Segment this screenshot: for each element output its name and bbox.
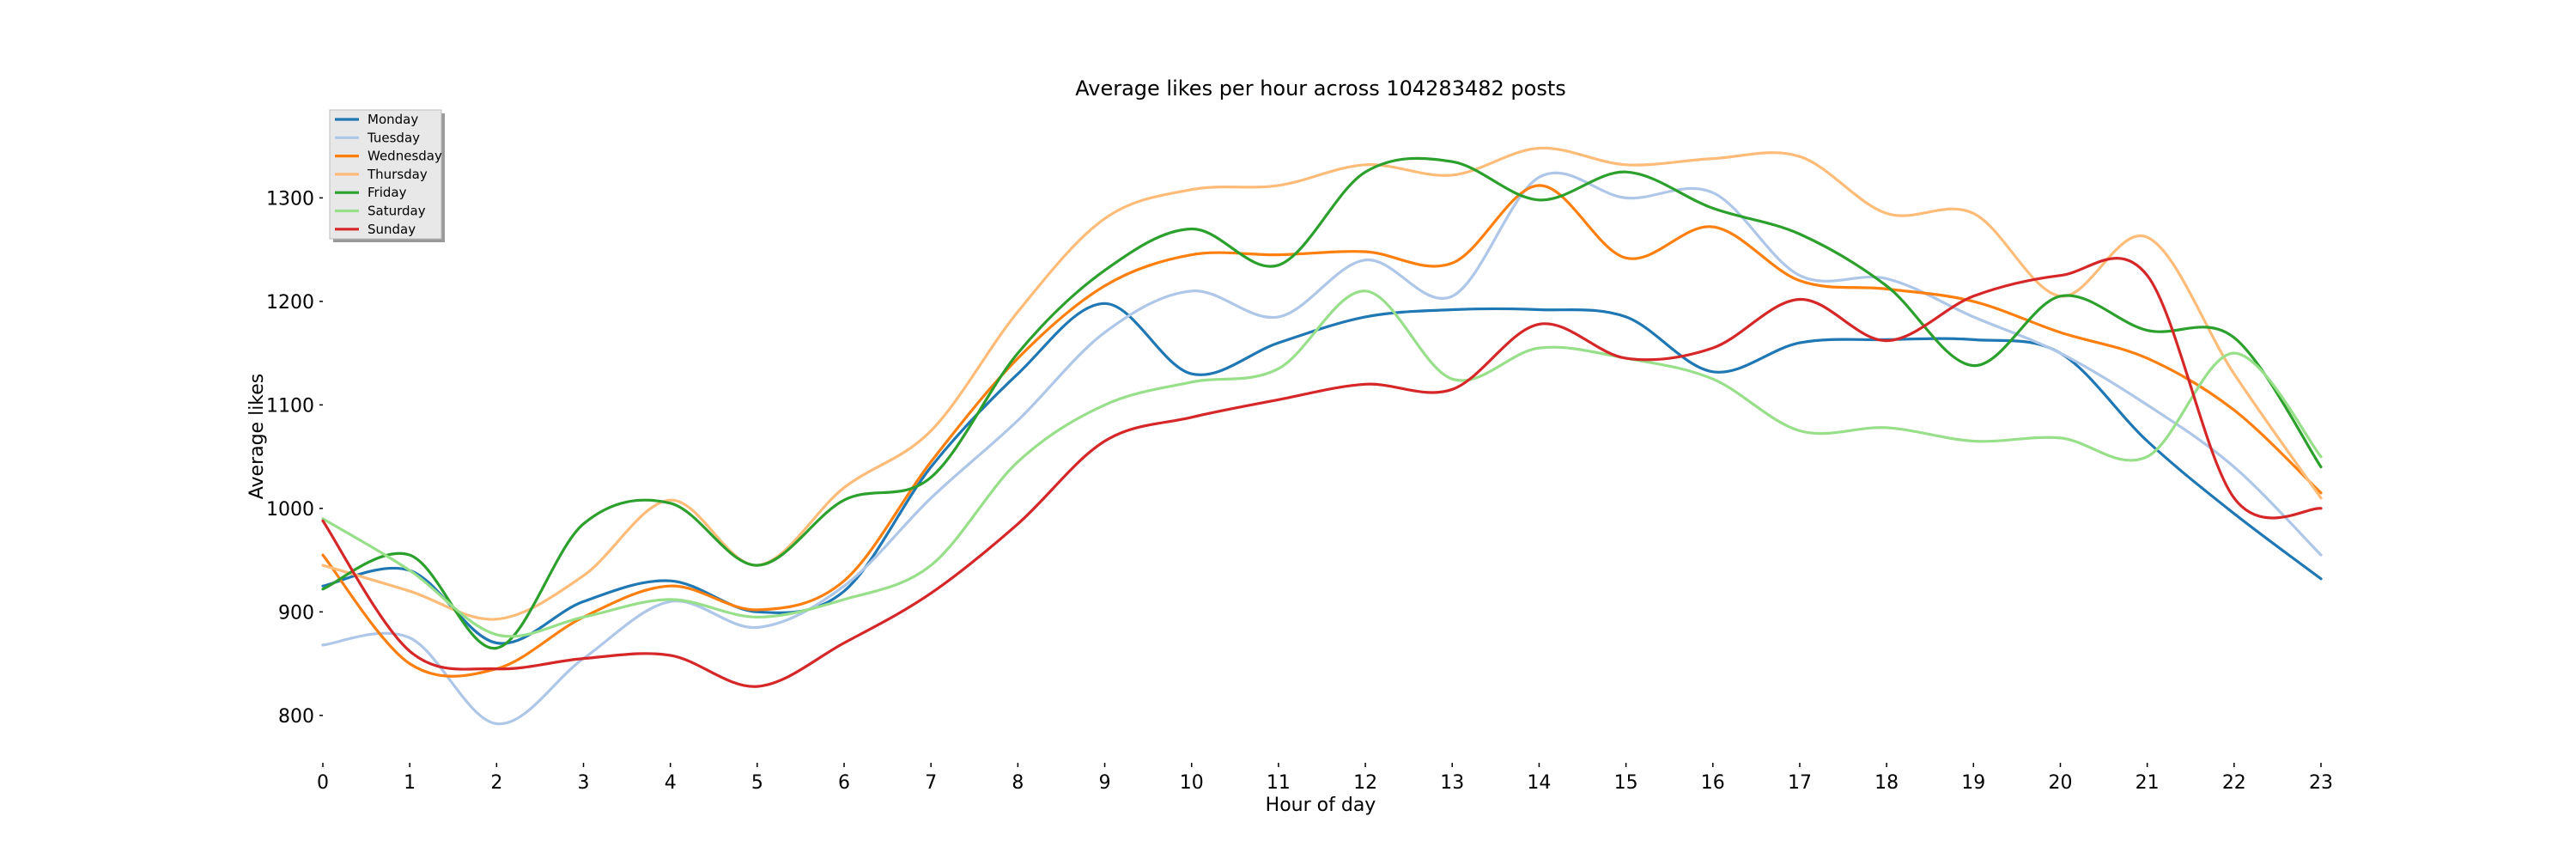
x-tick-label: 7 [925, 772, 937, 794]
y-tick-label: 1300 [266, 188, 314, 210]
legend-label-wednesday: Wednesday [368, 149, 442, 164]
x-tick-label: 12 [1353, 772, 1377, 794]
x-tick-label: 19 [1961, 772, 1985, 794]
series-line-friday [321, 156, 2323, 650]
x-tick-label: 9 [1099, 772, 1111, 794]
x-tick-label: 20 [2048, 772, 2072, 794]
legend-label-saturday: Saturday [368, 204, 426, 219]
x-axis: 0 1 2 3 4 5 6 7 8 9 10 11 12 13 14 15 16 17 18 19 20 21 22 23 [317, 763, 2333, 794]
x-tick-label: 8 [1012, 772, 1024, 794]
legend-items: Monday Tuesday Wednesday Thursday Friday Satu… [335, 112, 442, 237]
x-tick-label: 22 [2222, 772, 2246, 794]
series-line-sunday [321, 257, 2323, 688]
series-line-tuesday [321, 171, 2323, 726]
y-tick-label: 1200 [266, 292, 314, 314]
x-tick-label: 11 [1267, 772, 1291, 794]
legend-label-sunday: Sunday [368, 222, 416, 237]
series-layer [321, 146, 2323, 726]
x-tick-label: 18 [1874, 772, 1899, 794]
legend: Monday Tuesday Wednesday Thursday Friday Satu… [329, 109, 445, 242]
y-axis-label: Average likes [246, 374, 268, 500]
legend-label-thursday: Thursday [367, 167, 428, 182]
x-tick-label: 2 [490, 772, 502, 794]
x-tick-label: 5 [751, 772, 763, 794]
x-tick-label: 14 [1527, 772, 1551, 794]
x-tick-label: 15 [1614, 772, 1638, 794]
legend-label-tuesday: Tuesday [367, 130, 420, 145]
x-axis-label: Hour of day [1266, 795, 1376, 816]
legend-label-friday: Friday [368, 185, 407, 200]
y-tick-label: 1000 [266, 499, 314, 521]
x-tick-label: 1 [404, 772, 416, 794]
y-axis: 800 900 1000 1100 1200 1300 [266, 188, 323, 728]
x-tick-label: 16 [1701, 772, 1725, 794]
chart-title: Average likes per hour across 104283482 … [1075, 76, 1566, 101]
y-tick-label: 1100 [266, 395, 314, 417]
x-tick-label: 10 [1180, 772, 1204, 794]
x-tick-label: 23 [2309, 772, 2333, 794]
legend-label-monday: Monday [368, 112, 418, 127]
x-tick-label: 17 [1788, 772, 1812, 794]
y-tick-label: 900 [278, 602, 314, 624]
series-line-monday [321, 302, 2323, 645]
x-tick-label: 4 [665, 772, 677, 794]
x-tick-label: 0 [317, 772, 329, 794]
y-tick-label: 800 [278, 706, 314, 728]
series-line-saturday [321, 289, 2323, 638]
x-tick-label: 6 [838, 772, 850, 794]
series-line-wednesday [321, 184, 2323, 678]
series-line-thursday [321, 146, 2323, 621]
x-tick-label: 13 [1440, 772, 1464, 794]
x-tick-label: 21 [2136, 772, 2160, 794]
x-tick-label: 3 [578, 772, 590, 794]
